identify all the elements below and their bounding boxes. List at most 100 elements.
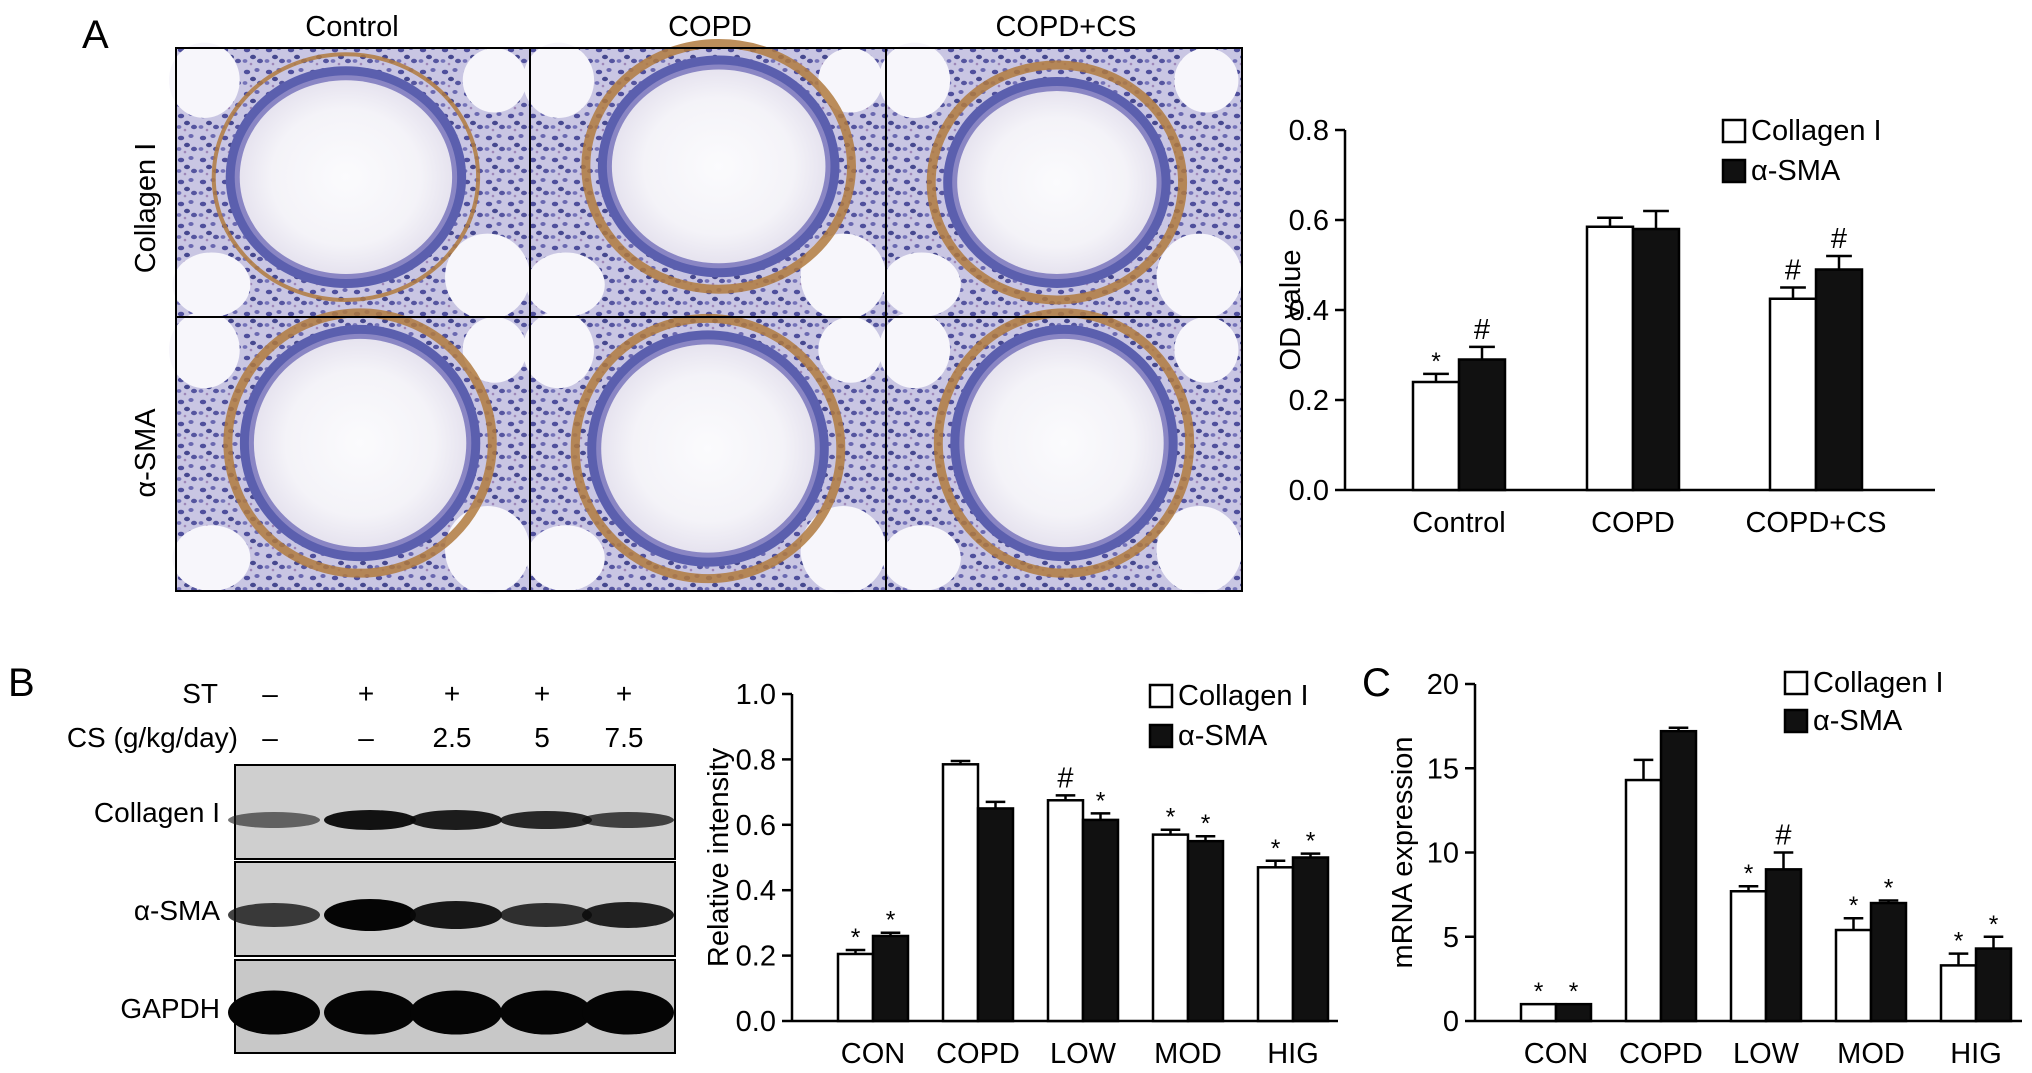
histology-tile bbox=[522, 311, 887, 594]
blot-band bbox=[228, 812, 320, 828]
significance-mark: # bbox=[1474, 314, 1490, 346]
bar bbox=[1764, 868, 1803, 1023]
blot-band bbox=[582, 902, 674, 928]
significance-mark: * bbox=[1431, 349, 1441, 376]
bar bbox=[1519, 1002, 1558, 1023]
legend-swatch bbox=[1721, 158, 1747, 184]
blot-band bbox=[500, 990, 592, 1035]
significance-mark: * bbox=[1989, 912, 1999, 939]
histology-col-label: COPD bbox=[668, 11, 752, 43]
y-axis-label: Relative intensity bbox=[703, 747, 735, 967]
legend-swatch bbox=[1148, 723, 1174, 749]
blot-band bbox=[410, 901, 502, 929]
legend-swatch bbox=[1783, 708, 1809, 734]
blot-band bbox=[500, 811, 592, 829]
blot-st-label: ST bbox=[182, 678, 218, 709]
bar bbox=[1554, 1002, 1593, 1023]
blot-cs-value: 2.5 bbox=[433, 722, 472, 753]
x-tick-label: Control bbox=[1412, 507, 1506, 539]
y-tick-label: 1.0 bbox=[736, 679, 776, 711]
y-tick-label: 0.4 bbox=[1289, 295, 1329, 327]
blot-cs-value: – bbox=[262, 722, 278, 753]
histology-col-label: Control bbox=[305, 11, 399, 43]
y-tick-label: 0.4 bbox=[736, 875, 776, 907]
x-tick-label: COPD bbox=[1619, 1038, 1703, 1070]
blot-band bbox=[228, 990, 320, 1035]
significance-mark: * bbox=[1569, 979, 1579, 1006]
blot-st-value: + bbox=[616, 678, 632, 709]
y-tick-label: 0.6 bbox=[736, 810, 776, 842]
y-tick-label: 0.8 bbox=[736, 744, 776, 776]
panel-a-letter: A bbox=[82, 13, 109, 57]
significance-mark: * bbox=[1534, 979, 1544, 1006]
blot-band bbox=[582, 812, 674, 828]
bar bbox=[1814, 268, 1864, 492]
blot-band bbox=[582, 990, 674, 1035]
blot-row-label: Collagen I bbox=[94, 797, 220, 828]
bar bbox=[836, 952, 875, 1023]
blot-band bbox=[324, 810, 416, 830]
y-tick-label: 0.0 bbox=[1289, 475, 1329, 507]
blot-row-label: GAPDH bbox=[120, 993, 220, 1024]
significance-mark: # bbox=[1775, 820, 1791, 852]
bar bbox=[1411, 380, 1461, 492]
y-tick-label: 0.0 bbox=[736, 1006, 776, 1038]
significance-mark: # bbox=[1831, 223, 1847, 255]
legend-swatch bbox=[1721, 118, 1747, 144]
significance-mark: * bbox=[1954, 929, 1964, 956]
bar bbox=[1585, 225, 1635, 492]
bar bbox=[1834, 928, 1873, 1023]
histology-tile bbox=[168, 42, 530, 320]
blot-cs-value: – bbox=[358, 722, 374, 753]
chart-b: 0.0 0.2 0.4 0.6 0.8 1.0 Relative intensity CON *… bbox=[703, 679, 1338, 1070]
significance-mark: * bbox=[1096, 788, 1106, 815]
significance-mark: * bbox=[886, 908, 896, 935]
bar bbox=[941, 763, 980, 1023]
western-blot: ST CS (g/kg/day) – + + + + – – 2.5 5 7.5 Collagen… bbox=[67, 678, 676, 1054]
significance-mark: * bbox=[851, 925, 861, 952]
legend-label: α-SMA bbox=[1751, 155, 1841, 187]
bar bbox=[1869, 901, 1908, 1023]
blot-box bbox=[228, 764, 676, 860]
y-tick-label: 0.8 bbox=[1289, 115, 1329, 147]
legend-label: Collagen I bbox=[1178, 680, 1309, 712]
legend-label: α-SMA bbox=[1178, 720, 1268, 752]
histology-row-label: α-SMA bbox=[130, 408, 162, 498]
y-tick-label: 5 bbox=[1443, 922, 1459, 954]
x-tick-label: MOD bbox=[1154, 1038, 1222, 1070]
blot-band bbox=[324, 990, 416, 1035]
blot-cs-value: 7.5 bbox=[605, 722, 644, 753]
panel-b-letter: B bbox=[8, 661, 35, 705]
bar bbox=[1768, 297, 1818, 492]
histology-grid: Control COPD COPD+CS Collagen I α-SMA bbox=[130, 11, 1243, 594]
legend-swatch bbox=[1148, 683, 1174, 709]
y-tick-label: 0.2 bbox=[736, 941, 776, 973]
bar bbox=[1291, 856, 1330, 1023]
panel-c-letter: C bbox=[1362, 661, 1391, 705]
legend-label: Collagen I bbox=[1813, 667, 1944, 699]
y-tick-label: 15 bbox=[1427, 753, 1459, 785]
bar bbox=[1974, 947, 2013, 1023]
y-tick-label: 0.2 bbox=[1289, 385, 1329, 417]
significance-mark: # bbox=[1057, 762, 1073, 794]
bar bbox=[1659, 729, 1698, 1023]
x-tick-label: CON bbox=[1524, 1038, 1588, 1070]
x-tick-label: LOW bbox=[1050, 1038, 1117, 1070]
y-tick-label: 10 bbox=[1427, 838, 1459, 870]
histology-col-label: COPD+CS bbox=[995, 11, 1136, 43]
significance-mark: * bbox=[1166, 805, 1176, 832]
significance-mark: * bbox=[1849, 893, 1859, 920]
blot-box bbox=[228, 861, 676, 957]
chart-a: 0.0 0.2 0.4 0.6 0.8 OD value Control * # COPD COPD… bbox=[1275, 115, 1935, 539]
x-tick-label: COPD+CS bbox=[1745, 507, 1886, 539]
blot-st-value: + bbox=[444, 678, 460, 709]
blot-band bbox=[410, 810, 502, 830]
significance-mark: * bbox=[1271, 836, 1281, 863]
blot-band bbox=[324, 899, 416, 931]
histology-tile bbox=[878, 308, 1242, 594]
blot-band bbox=[410, 990, 502, 1035]
significance-mark: * bbox=[1884, 876, 1894, 903]
bar bbox=[1256, 866, 1295, 1023]
bar bbox=[1151, 833, 1190, 1023]
blot-cs-label: CS (g/kg/day) bbox=[67, 722, 238, 753]
